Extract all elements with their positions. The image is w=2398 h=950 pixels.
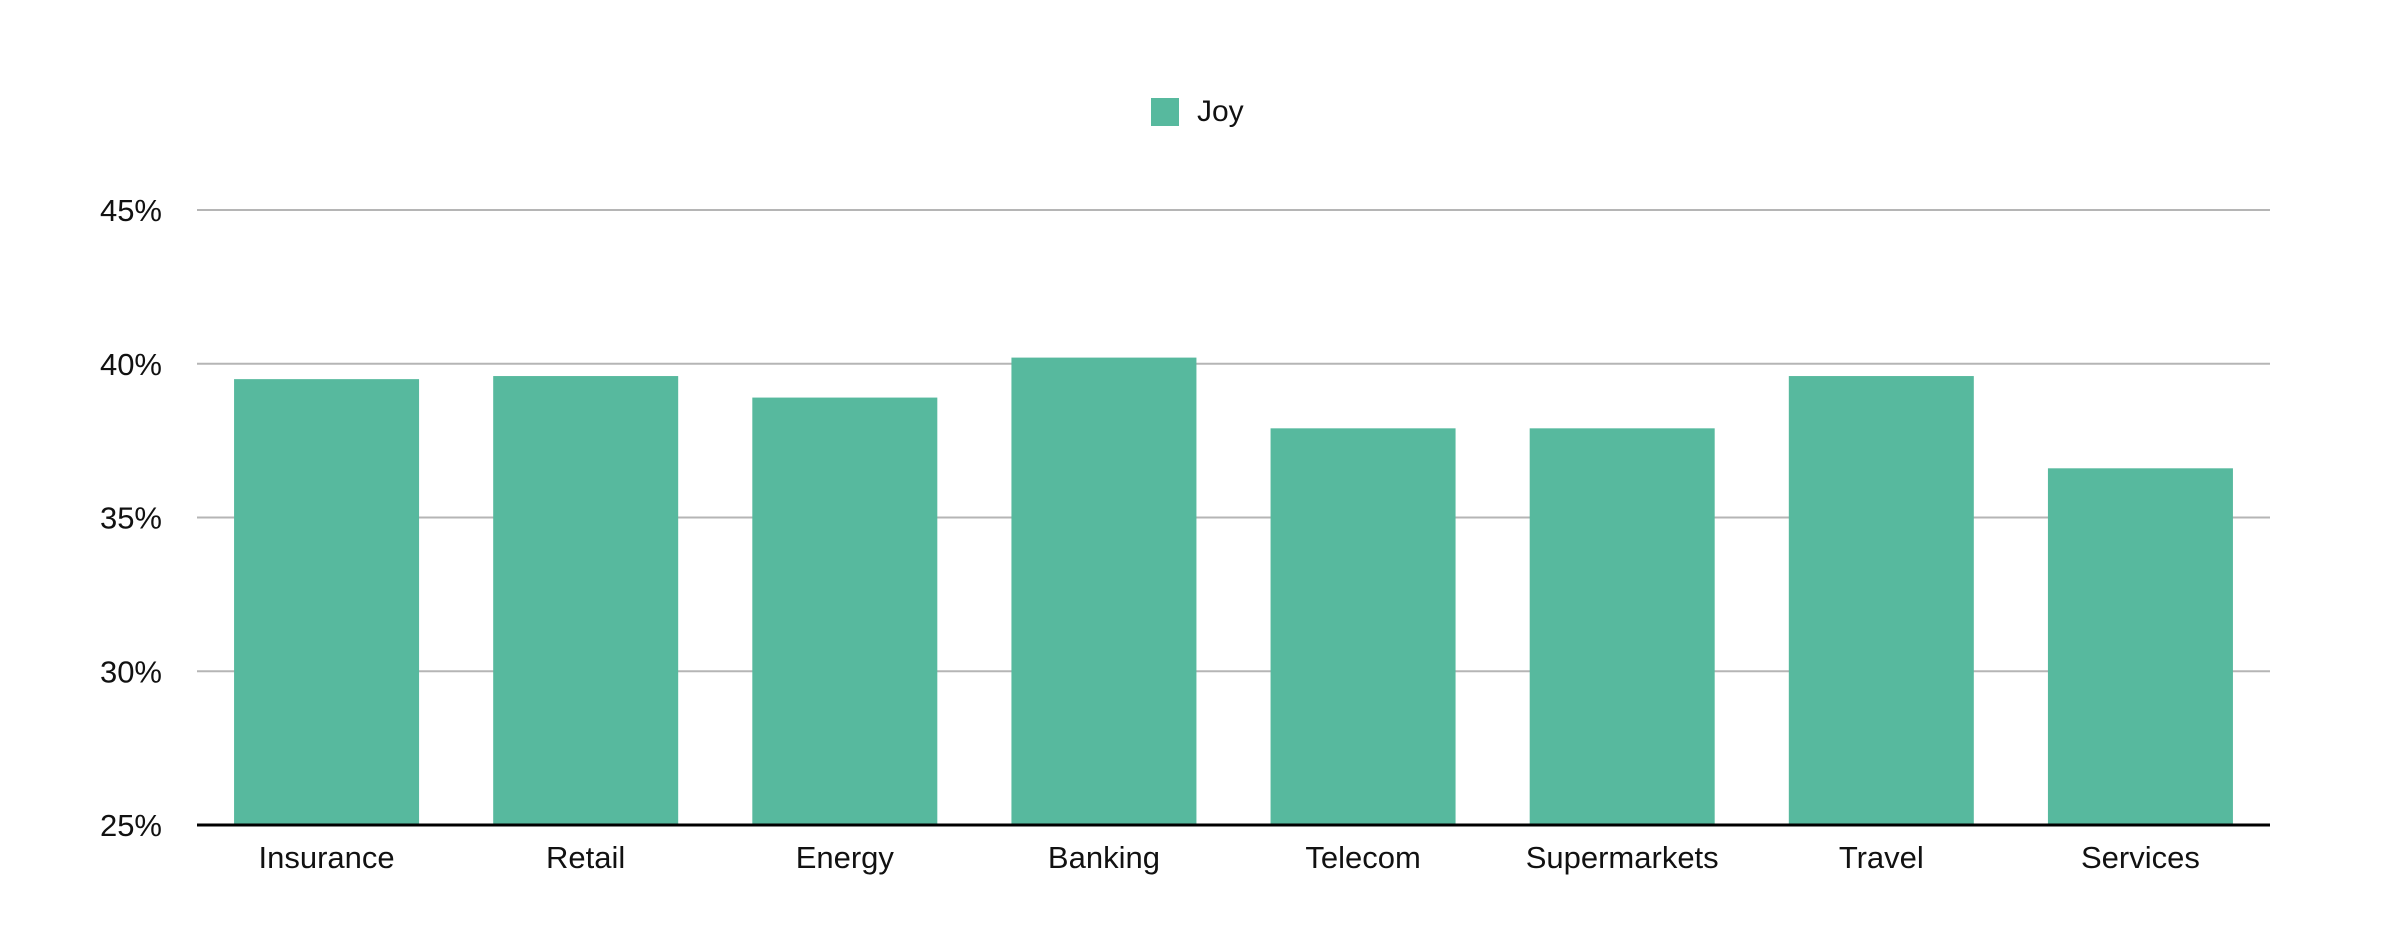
x-tick-label: Energy [796,840,895,875]
y-tick-label: 45% [100,193,162,228]
x-tick-label: Services [2081,840,2200,875]
legend-swatch [1151,98,1179,126]
bar-retail [493,376,679,825]
bar-travel [1788,376,1974,825]
bar-telecom [1270,428,1456,825]
x-tick-label: Banking [1048,840,1160,875]
bar-services [2047,468,2233,825]
bar-energy [752,397,938,825]
y-tick-label: 25% [100,808,162,843]
x-tick-label: Travel [1839,840,1924,875]
x-tick-label: Insurance [258,840,394,875]
x-tick-label: Telecom [1305,840,1420,875]
x-tick-label: Supermarkets [1526,840,1719,875]
y-tick-label: 40% [100,347,162,382]
legend: Joy [1151,95,1244,129]
y-tick-label: 35% [100,501,162,536]
bar-banking [1011,357,1197,825]
y-tick-label: 30% [100,654,162,689]
tick-labels: 25% 30% 35% 40% 45% Insurance Retail Energy Bank… [100,193,2200,875]
bar-insurance [234,379,420,825]
legend-label-joy: Joy [1197,95,1244,128]
bars [234,357,2233,825]
bar-supermarkets [1529,428,1715,825]
x-tick-label: Retail [546,840,625,875]
